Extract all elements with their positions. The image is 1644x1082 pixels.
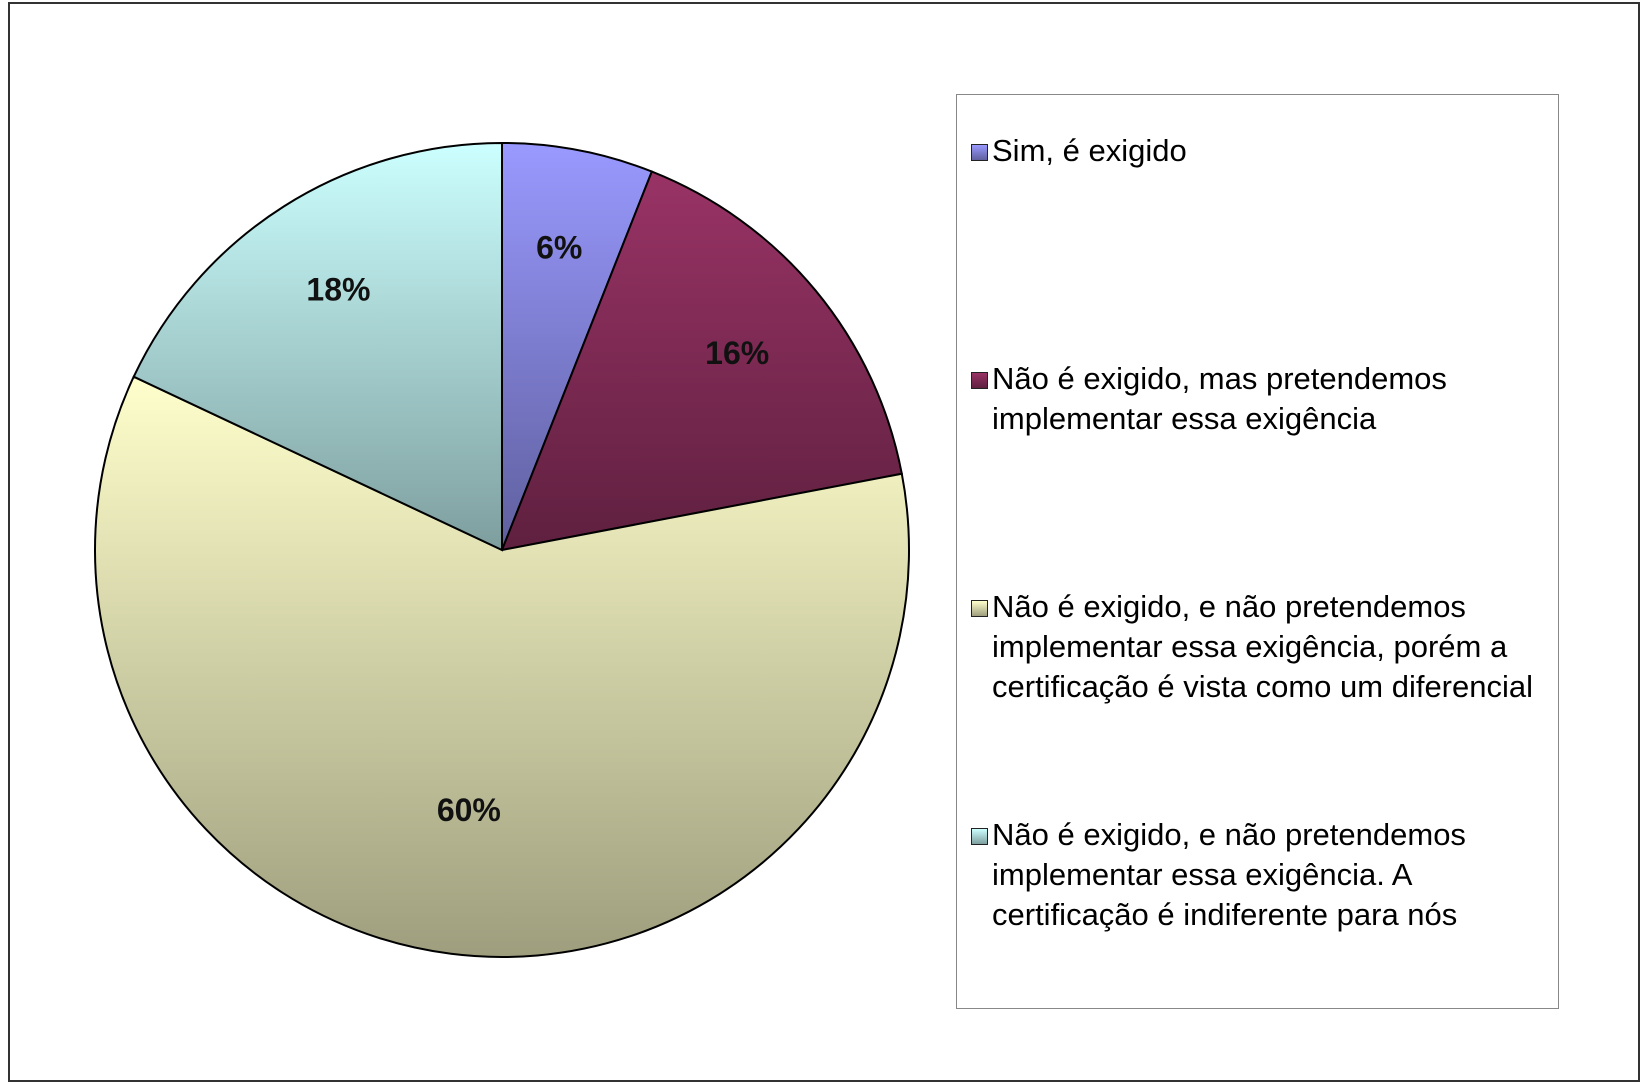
legend-label: Não é exigido, e não pretendemos impleme… [992,817,1466,932]
pie-slice [501,141,654,551]
legend-entry: Não é exigido, e não pretendemos impleme… [971,587,1546,707]
legend-entry: Sim, é exigido [971,131,1546,171]
data-label: 6% [536,230,582,266]
legend-entry: Não é exigido, e não pretendemos impleme… [971,815,1546,935]
legend-label: Não é exigido, mas pretendemos implement… [992,361,1447,436]
pie-slice [94,375,910,958]
data-label: 18% [306,272,370,308]
legend-swatch [971,828,988,845]
pie-slice [132,141,503,552]
legend-label: Sim, é exigido [992,133,1187,168]
legend-swatch [971,144,988,161]
legend: Sim, é exigido Não é exigido, mas pretend… [956,94,1559,1009]
legend-swatch [971,372,988,389]
legend-entry: Não é exigido, mas pretendemos implement… [971,359,1546,439]
pie-slice [500,170,903,552]
data-label: 60% [437,792,501,828]
legend-label: Não é exigido, e não pretendemos impleme… [992,589,1534,704]
legend-swatch [971,600,988,617]
data-label: 16% [705,335,769,371]
